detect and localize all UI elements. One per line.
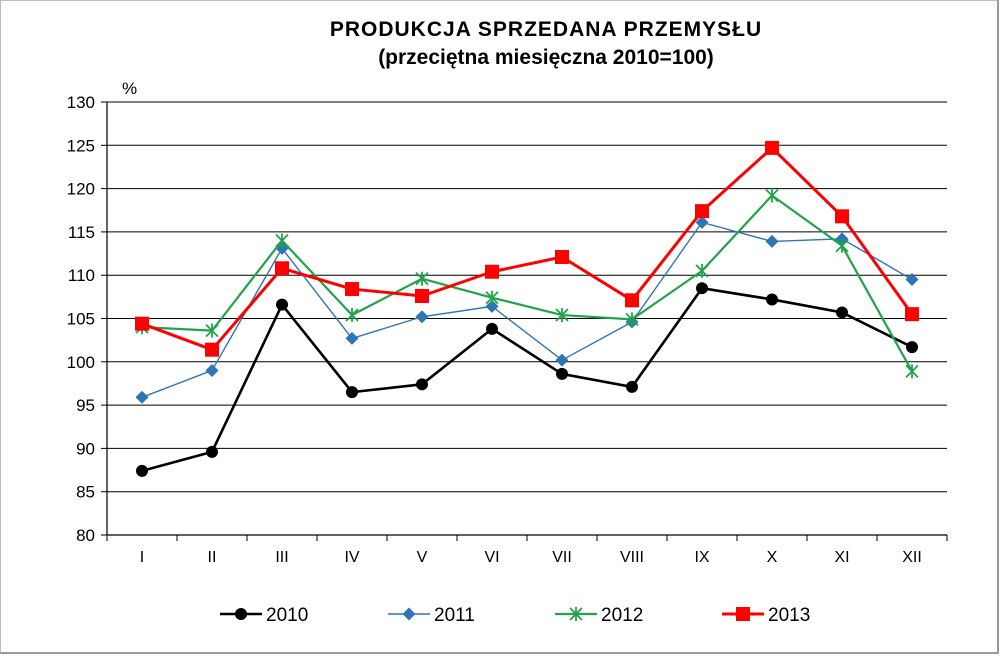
- x-tick-label: XI: [834, 549, 849, 566]
- y-tick-label: 110: [68, 266, 95, 285]
- data-point-2011: [555, 353, 569, 367]
- data-point-2011: [415, 310, 429, 324]
- x-tick-label: V: [417, 549, 428, 566]
- y-tick-label: 125: [67, 136, 95, 155]
- series-group: [135, 140, 919, 477]
- data-point-2011: [485, 299, 499, 313]
- data-point-2011: [905, 273, 919, 287]
- data-point-2010: [626, 380, 638, 393]
- data-point-2010: [906, 341, 918, 354]
- data-point-2010: [136, 464, 148, 477]
- data-point-2012: [275, 233, 289, 248]
- y-tick-label: 120: [67, 180, 95, 199]
- data-point-2011: [135, 390, 149, 404]
- x-tick-label: III: [275, 549, 288, 566]
- y-tick-label: 105: [67, 310, 95, 329]
- data-point-2013: [485, 264, 499, 279]
- x-tick-label: VII: [552, 549, 572, 566]
- x-tick-label: VI: [484, 549, 499, 566]
- data-point-2010: [836, 306, 848, 319]
- series-line-2012: [141, 194, 913, 372]
- y-tick-label: 100: [67, 353, 95, 372]
- data-point-2013: [415, 288, 429, 303]
- data-point-2013: [765, 140, 779, 155]
- data-point-2012: [555, 308, 569, 323]
- data-point-2013: [835, 209, 849, 224]
- series-line-2011: [141, 221, 913, 398]
- y-tick-label: 95: [76, 396, 95, 415]
- data-point-2012: [905, 364, 919, 379]
- gridlines: [107, 101, 947, 536]
- legend-marker-2011: [402, 607, 416, 621]
- x-tick-label: IV: [344, 549, 359, 566]
- data-point-2010: [416, 378, 428, 391]
- data-point-2012: [345, 308, 359, 323]
- y-tick-label: 90: [76, 439, 95, 458]
- y-unit-label: %: [122, 79, 137, 98]
- data-point-2013: [695, 204, 709, 219]
- data-point-2013: [345, 282, 359, 297]
- legend-marker-2013: [736, 607, 750, 621]
- data-point-2013: [905, 307, 919, 322]
- data-point-2012: [835, 238, 849, 253]
- data-point-2013: [555, 250, 569, 265]
- data-point-2012: [205, 323, 219, 338]
- data-point-2011: [765, 234, 779, 248]
- x-tick-label: XII: [902, 549, 922, 566]
- data-point-2012: [415, 271, 429, 286]
- chart-title: PRODUKCJA SPRZEDANA PRZEMYSŁU: [329, 18, 763, 41]
- y-tick-label: 130: [67, 93, 95, 112]
- data-point-2010: [206, 445, 218, 458]
- data-point-2011: [695, 215, 709, 229]
- data-point-2013: [275, 261, 289, 276]
- data-point-2010: [346, 386, 358, 399]
- series-line-2010: [141, 286, 913, 473]
- legend: 2010 2011 2012 2013: [220, 605, 810, 626]
- series-line-2013: [141, 146, 914, 352]
- data-point-2011: [205, 363, 219, 377]
- legend-marker-2010: [235, 608, 247, 620]
- x-tick-label: II: [208, 549, 217, 566]
- data-point-2011: [345, 331, 359, 345]
- y-tick-label: 80: [76, 526, 95, 545]
- data-point-2013: [205, 342, 219, 357]
- data-point-2013: [625, 293, 639, 308]
- x-tick-label: I: [140, 549, 144, 566]
- x-tick-label: IX: [694, 549, 709, 566]
- legend-label-2011: 2011: [434, 605, 475, 626]
- x-tick-label: VIII: [620, 549, 644, 566]
- legend-label-2012: 2012: [601, 605, 643, 626]
- chart-subtitle: (przeciętna miesięczna 2010=100): [378, 46, 714, 69]
- legend-marker-2012: [569, 607, 583, 621]
- data-point-2010: [276, 298, 288, 311]
- data-point-2013: [135, 316, 149, 331]
- legend-label-2013: 2013: [768, 605, 810, 626]
- y-tick-label: 115: [68, 223, 95, 242]
- legend-label-2010: 2010: [266, 605, 308, 626]
- data-point-2012: [485, 290, 499, 305]
- y-tick-label: 85: [76, 483, 95, 502]
- data-point-2012: [765, 188, 779, 203]
- data-point-2012: [625, 312, 639, 327]
- data-point-2010: [486, 322, 498, 335]
- x-tick-label: X: [767, 549, 778, 566]
- data-point-2010: [696, 282, 708, 295]
- data-point-2010: [766, 293, 778, 306]
- data-point-2010: [556, 367, 568, 380]
- data-point-2012: [695, 263, 709, 278]
